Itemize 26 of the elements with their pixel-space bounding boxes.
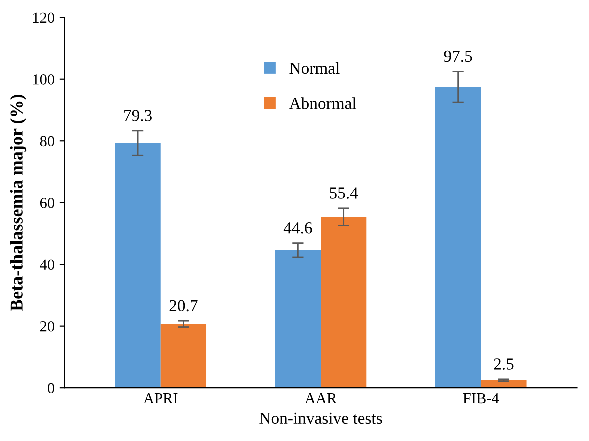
y-tick-label: 20 (40, 321, 54, 332)
y-tick-label: 40 (40, 260, 54, 270)
y-tick-label: 100 (33, 74, 54, 85)
x-tick-label: FIB-4 (463, 393, 500, 404)
data-label: 20.7 (170, 300, 198, 312)
bar (436, 87, 482, 388)
y-tick-label: 60 (40, 198, 54, 208)
data-label: 2.5 (494, 358, 514, 370)
bar (275, 250, 322, 388)
x-tick-label: APRI (144, 393, 178, 404)
data-label: 44.6 (284, 222, 312, 234)
legend-label: Abnormal (289, 98, 357, 110)
bar (481, 380, 527, 388)
data-label: 97.5 (444, 50, 472, 62)
legend-label: Normal (290, 62, 340, 74)
x-axis-title: Non-invasive tests (260, 412, 382, 424)
y-tick-label: 120 (33, 12, 54, 24)
data-label: 55.4 (330, 188, 358, 199)
y-tick-label: 80 (40, 136, 54, 147)
bar (321, 217, 367, 388)
bar (115, 143, 161, 388)
y-tick-label: 0 (48, 383, 54, 394)
data-label: 79.3 (124, 110, 152, 122)
x-tick-label: AAR (305, 393, 338, 404)
y-axis-title: Beta-thalassemia major (%) (10, 95, 27, 312)
bar (160, 324, 207, 388)
